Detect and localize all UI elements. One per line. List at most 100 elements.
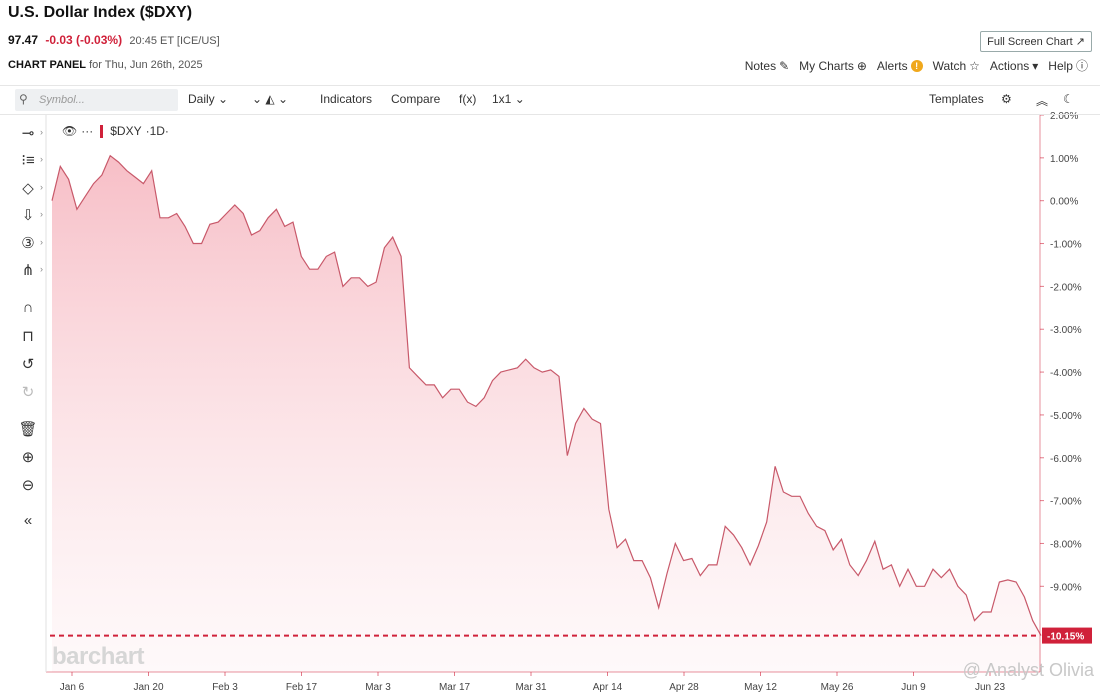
x-tick-label: Apr 14 [593,682,623,693]
help-link[interactable]: Help ⓘ [1048,57,1088,74]
settings-gear-icon[interactable]: ⚙ [1001,92,1012,106]
x-tick-label: May 26 [821,682,854,693]
templates-button[interactable]: Templates [929,92,984,106]
actions-menu[interactable]: Actions ▾ [990,59,1038,73]
symbol-placeholder: Symbol... [39,94,85,106]
magnet-icon[interactable]: ∩ [22,299,34,316]
y-axis: 2.00% 1.00% 0.00% -1.00% -2.00% -3.00% -4.00% -… [1039,111,1092,672]
alerts-link[interactable]: Alerts! [877,59,923,73]
y-tick-label: -7.00% [1050,497,1082,508]
actions-label: Actions [989,58,1030,73]
y-tick-label: -9.00% [1050,582,1082,593]
last-value-badge [1042,627,1092,644]
x-tick-label: Apr 28 [669,682,699,693]
y-tick-label: -4.00% [1050,368,1082,379]
legend-symbol: $DXY [110,124,142,138]
unlock-icon[interactable]: ⊓ [22,328,34,345]
quote-meta: 20:45 ET [ICE/US] [129,35,220,47]
redo-icon[interactable]: ↻ [21,384,35,401]
barchart-logo: barchart [52,643,145,670]
watch-link[interactable]: Watch ☆ [933,59,980,73]
watch-label: Watch [932,58,967,73]
interval-label: Daily [188,92,215,106]
trash-icon[interactable]: 🗑 [18,421,38,438]
indicators-button[interactable]: Indicators [320,92,373,106]
chart-toolbar: ⚲ Symbol... Daily ⌄ ⌄ ◭ ⌄ Indicators Com… [0,85,1100,115]
zoom-out-icon[interactable]: ⊖ [21,477,35,494]
last-value-label: -10.15% [1047,632,1084,643]
plus-circle-icon: ⊕ [856,58,867,73]
x-axis: Jan 6 Jan 20 Feb 3 Feb 17 Mar 3 Mar 17 Mar 31 A… [45,115,1040,693]
price-change: -0.03 (-0.03%) [45,33,123,47]
help-label: Help [1048,58,1073,73]
alert-icon: ! [910,59,923,72]
x-tick-label: Jun 23 [975,682,1005,693]
y-tick-label: 2.00% [1050,111,1078,122]
series-area [52,155,1041,672]
x-tick-label: Mar 3 [365,682,391,693]
eye-icon[interactable]: 👁 [62,124,78,138]
x-tick-label: Mar 17 [439,682,471,693]
y-tick-label: -8.00% [1050,539,1082,550]
x-tick-label: Feb 17 [286,682,318,693]
x-tick-label: May 12 [744,682,777,693]
mountain-chart-icon: ◭ [265,92,275,106]
quote-line: 97.47 -0.03 (-0.03%) 20:45 ET [ICE/US] [8,33,220,47]
dark-mode-moon-icon[interactable]: ☾ [1063,92,1074,106]
drawing-tools-sidebar: ⊸ › ⁝≡ › ◇ › ⇩ › ③ › ⋔ › ∩ ⊓ ↺ ↻ 🗑 ⊕ ⊖ « [0,114,46,674]
y-tick-label: 1.00% [1050,154,1078,165]
chevron-down-icon: ⌄ [514,92,525,106]
search-icon: ⚲ [19,92,28,106]
caret-down-icon: ▾ [1032,58,1039,73]
line-tool-icon[interactable]: ⊸ › [21,125,43,142]
series-line [51,154,1042,636]
layout-label: 1x1 [492,92,512,106]
collapse-sidebar-icon[interactable]: « [23,512,33,529]
alerts-label: Alerts [876,58,908,73]
symbol-search-input[interactable]: ⚲ Symbol... [15,89,178,111]
my-charts-link[interactable]: My Charts ⊕ [799,59,867,73]
chart-panel-label: CHART PANEL for Thu, Jun 26th, 2025 [8,59,203,71]
star-icon: ☆ [969,58,980,73]
x-tick-label: Jan 20 [133,682,163,693]
top-links: Notes ✎ My Charts ⊕ Alerts! Watch ☆ Actions… [745,57,1088,74]
arrow-tool-icon[interactable]: ⇩ › [21,207,43,224]
chart-type-dropdown[interactable]: ⌄ ◭ ⌄ [252,92,288,106]
undo-icon[interactable]: ↺ [21,356,35,373]
more-icon[interactable]: ··· [81,124,94,138]
y-tick-label: -6.00% [1050,454,1082,465]
plot-area [50,154,1042,672]
my-charts-label: My Charts [799,58,854,73]
chevron-down-icon: ⌄ [252,92,263,106]
notes-link[interactable]: Notes ✎ [745,59,789,73]
annotation-tool-icon[interactable]: ③ › [21,235,43,252]
last-price: 97.47 [8,33,39,47]
page-title: U.S. Dollar Index ($DXY) [8,4,193,21]
watermark-text: @ Analyst Olivia [962,660,1094,680]
chart-legend: 👁 ··· $DXY ·1D· [62,124,169,138]
chart-panel-title: CHART PANEL [8,59,87,71]
edit-icon: ✎ [779,58,790,73]
fx-button[interactable]: f(x) [459,92,477,106]
shape-tool-icon[interactable]: ◇ › [22,180,43,197]
y-tick-label: 0.00% [1050,197,1078,208]
chart-panel-date: for Thu, Jun 26th, 2025 [89,59,203,71]
collapse-icon[interactable]: ︽ [1036,94,1049,108]
y-tick-label: -1.00% [1050,240,1082,251]
y-tick-label: -2.00% [1050,282,1082,293]
compare-button[interactable]: Compare [391,92,441,106]
zoom-in-icon[interactable]: ⊕ [21,449,35,466]
x-tick-label: Mar 31 [515,682,547,693]
series-color-swatch [100,124,104,138]
x-tick-label: Jun 9 [901,682,926,693]
legend-interval: ·1D· [145,124,169,138]
fibonacci-tool-icon[interactable]: ⁝≡ › [21,152,43,169]
help-icon: ⓘ [1075,59,1088,73]
layout-dropdown[interactable]: 1x1 ⌄ [492,92,525,106]
full-screen-chart-button[interactable]: Full Screen Chart ↗ [980,31,1092,52]
notes-label: Notes [744,58,777,73]
x-tick-label: Jan 6 [60,682,85,693]
interval-dropdown[interactable]: Daily ⌄ [188,92,228,106]
pattern-tool-icon[interactable]: ⋔ › [21,262,43,279]
